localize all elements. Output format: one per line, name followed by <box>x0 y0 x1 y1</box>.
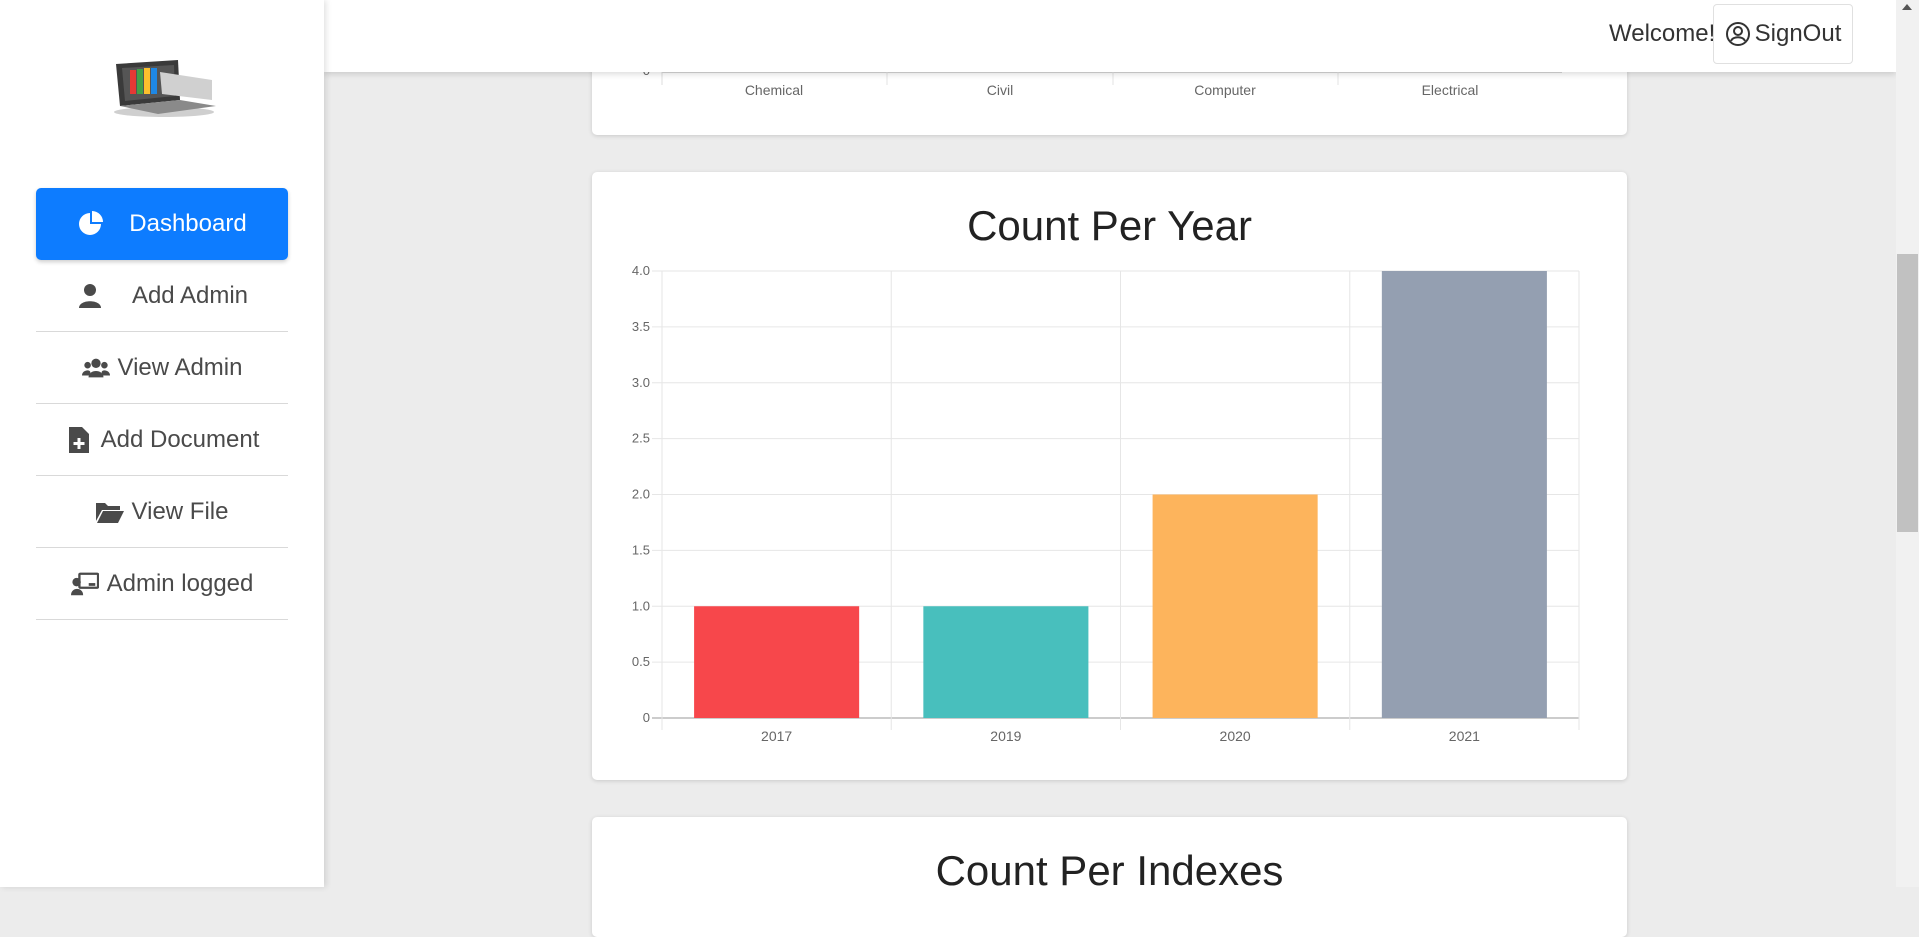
y-tick-label: 1.0 <box>632 598 650 613</box>
users-icon <box>81 354 110 382</box>
y-tick-label: 3.0 <box>632 375 650 390</box>
sidebar-item-view-file[interactable]: View File <box>36 476 288 548</box>
file-plus-icon <box>65 426 93 454</box>
y-tick-label: 4.0 <box>632 263 650 278</box>
x-tick-label: Computer <box>1194 82 1256 98</box>
sidebar: Dashboard Add Admin <box>0 0 324 887</box>
chart-pie-icon <box>77 210 105 238</box>
x-tick-label: 2017 <box>761 728 792 744</box>
sidebar-item-add-document[interactable]: Add Document <box>36 404 288 476</box>
sidebar-nav: Dashboard Add Admin <box>36 188 288 620</box>
top-header <box>324 0 1896 72</box>
y-tick-label: 0.5 <box>632 654 650 669</box>
sidebar-item-label: View Admin <box>117 353 243 381</box>
x-tick-label: Electrical <box>1422 82 1479 98</box>
scroll-up-icon[interactable] <box>1902 4 1912 10</box>
count-per-year-card: Count Per Year 0 0.5 1.0 1.5 2.0 2.5 3.0 3.5 4.0… <box>592 172 1627 780</box>
y-tick-label: 2.5 <box>632 431 650 446</box>
app-logo <box>108 56 220 118</box>
count-per-indexes-card: Count Per Indexes <box>592 817 1627 937</box>
y-tick-label: 1.5 <box>632 542 650 557</box>
count-per-year-chart: 0 0.5 1.0 1.5 2.0 2.5 3.0 3.5 4.0 2017 2019 2020 202… <box>632 263 1580 744</box>
chart-title: Count Per Year <box>967 202 1252 249</box>
signout-button[interactable]: SignOut <box>1713 4 1853 64</box>
y-tick-label: 0 <box>643 710 650 725</box>
sidebar-item-label: Dashboard <box>129 210 247 237</box>
sidebar-item-label: Add Document <box>100 425 260 453</box>
sidebar-item-dashboard[interactable]: Dashboard <box>36 188 288 260</box>
x-tick-label: Civil <box>987 82 1013 98</box>
sidebar-item-label: Add Admin <box>131 281 249 309</box>
bar-2021 <box>1381 271 1547 718</box>
scrollbar-thumb[interactable] <box>1897 254 1918 532</box>
chalkboard-user-icon <box>70 570 99 598</box>
sidebar-item-label: Admin logged <box>106 569 254 597</box>
y-tick-label: 3.5 <box>632 319 650 334</box>
sidebar-item-label: View File <box>131 497 229 525</box>
welcome-text: Welcome! <box>1609 20 1716 47</box>
signout-label: SignOut <box>1754 20 1842 47</box>
sidebar-item-admin-logged[interactable]: Admin logged <box>36 548 288 620</box>
page-scrollbar[interactable] <box>1896 0 1919 887</box>
x-tick-label: 2019 <box>990 728 1021 744</box>
user-circle-icon <box>1725 21 1751 47</box>
x-tick-label: Chemical <box>745 82 803 98</box>
x-tick-label: 2021 <box>1449 728 1480 744</box>
folder-open-icon <box>95 498 124 526</box>
bar-2019 <box>923 606 1089 718</box>
sidebar-item-view-admin[interactable]: View Admin <box>36 332 288 404</box>
bar-2017 <box>694 606 860 718</box>
bar-2020 <box>1152 494 1318 718</box>
y-tick-label: 2.0 <box>632 487 650 502</box>
user-icon <box>76 282 104 310</box>
sidebar-item-add-admin[interactable]: Add Admin <box>36 260 288 332</box>
x-tick-label: 2020 <box>1220 728 1251 744</box>
chart-title: Count Per Indexes <box>935 847 1284 894</box>
